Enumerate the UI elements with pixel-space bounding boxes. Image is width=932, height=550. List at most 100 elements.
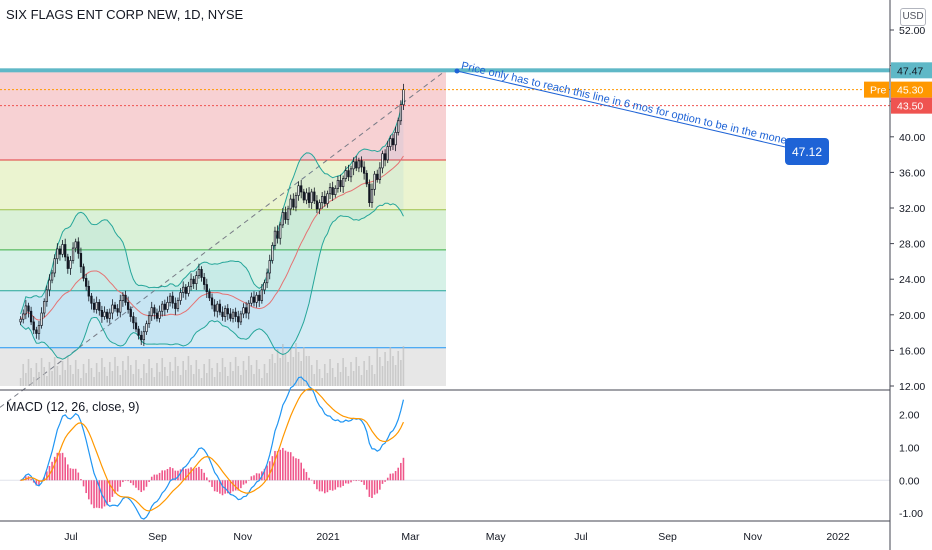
candle-body xyxy=(331,187,334,195)
volume-bar xyxy=(400,360,402,386)
volume-bar xyxy=(48,362,51,386)
candle-body xyxy=(87,285,90,297)
candle-body xyxy=(95,301,98,310)
candle-body xyxy=(48,279,51,291)
currency-button[interactable]: USD xyxy=(900,8,926,26)
candle-body xyxy=(158,310,161,319)
candle-body xyxy=(239,313,243,323)
candle-body xyxy=(77,241,80,254)
candle-body xyxy=(61,244,64,255)
candle-body xyxy=(134,322,138,330)
volume-bar xyxy=(67,356,69,386)
candle-body xyxy=(355,161,358,169)
macd-histogram-bar xyxy=(19,480,22,481)
volume-bar xyxy=(30,368,32,386)
volume-bar xyxy=(282,344,284,386)
volume-bar xyxy=(268,359,271,386)
volume-bar xyxy=(43,367,46,386)
macd-histogram-bar xyxy=(292,456,295,481)
time-tick-label: 2021 xyxy=(316,531,340,543)
candle-body xyxy=(205,284,208,293)
time-tick-label: Mar xyxy=(401,531,420,543)
macd-histogram-bar xyxy=(355,480,358,482)
volume-bar xyxy=(192,374,195,386)
volume-bar xyxy=(25,373,27,386)
candle-body xyxy=(216,303,219,312)
macd-histogram-bar xyxy=(69,468,72,481)
volume-bar xyxy=(360,375,363,386)
macd-histogram-bar xyxy=(276,451,279,481)
candle-body xyxy=(90,295,93,304)
macd-tick-label: 1.00 xyxy=(899,442,920,454)
macd-histogram-bar xyxy=(93,480,95,509)
volume-bar xyxy=(87,359,90,386)
macd-histogram-bar xyxy=(116,480,119,492)
volume-bar xyxy=(271,354,274,386)
candle-body xyxy=(64,244,67,258)
price-tick-label: 36.00 xyxy=(899,167,925,179)
candle-body xyxy=(263,282,266,291)
candle-body xyxy=(40,312,43,326)
annotation-target-box xyxy=(785,138,829,165)
volume-bar xyxy=(40,358,43,386)
volume-bar xyxy=(124,370,127,386)
volume-bar xyxy=(250,365,253,386)
time-tick-label: Nov xyxy=(743,531,762,543)
volume-bar xyxy=(51,371,53,386)
candle-body xyxy=(92,302,96,310)
macd-histogram-bar xyxy=(137,480,140,491)
macd-histogram-bar xyxy=(124,480,127,481)
bollinger-fill xyxy=(20,95,404,360)
macd-histogram-bar xyxy=(245,480,247,484)
candle-body xyxy=(218,303,222,313)
pre-market-badge xyxy=(864,81,889,98)
candle-body xyxy=(289,198,292,210)
volume-bar xyxy=(166,376,169,386)
macd-histogram-bar xyxy=(334,480,337,490)
macd-title: MACD (12, 26, close, 9) xyxy=(6,400,140,414)
volume-bar xyxy=(334,377,337,386)
macd-histogram-bar xyxy=(43,477,46,481)
macd-histogram-bar xyxy=(287,451,289,481)
price-tick-label: 16.00 xyxy=(899,345,925,357)
volume-bar xyxy=(80,378,82,386)
volume-bar xyxy=(153,377,156,386)
candle-body xyxy=(192,278,195,285)
macd-histogram-bar xyxy=(129,480,132,483)
candle-body xyxy=(276,230,279,239)
volume-bar xyxy=(247,356,250,386)
volume-bar xyxy=(59,375,61,386)
volume-bar xyxy=(200,378,203,386)
volume-bar xyxy=(174,357,177,386)
candle-body xyxy=(142,331,146,341)
volume-bar xyxy=(350,362,352,386)
signal-line xyxy=(20,388,405,512)
horizontal-lines[interactable] xyxy=(0,68,890,107)
macd-histogram-bar xyxy=(25,476,27,481)
time-axis[interactable]: Jul Sep Nov 2021 Mar May Jul Sep Nov 2022 xyxy=(64,531,850,543)
candle-body xyxy=(126,301,130,310)
macd-histogram-bar xyxy=(402,457,405,481)
candle-body xyxy=(140,334,143,341)
volume-bar xyxy=(276,349,279,386)
macd-axis[interactable]: 2.00 1.00 0.00 -1.00 xyxy=(899,410,923,520)
volume-bar xyxy=(394,365,397,386)
macd-histogram-bar xyxy=(329,480,331,491)
volume-bar xyxy=(185,370,187,386)
macd-histogram-bar xyxy=(347,480,350,484)
candle-body xyxy=(281,212,284,226)
volume-bar xyxy=(237,366,240,386)
volume-bar xyxy=(219,372,221,386)
candle-body xyxy=(100,310,104,317)
volume-bar xyxy=(61,361,64,386)
candle-body xyxy=(22,313,25,320)
volume-bar xyxy=(116,366,119,386)
macd-histogram-bar xyxy=(148,480,150,482)
volume-bar xyxy=(171,371,174,386)
macd-histogram-bar xyxy=(384,480,386,482)
candle-body xyxy=(19,318,22,323)
candle-body xyxy=(399,104,402,122)
volume-bar xyxy=(182,361,184,386)
macd-histogram-bar xyxy=(140,480,143,493)
